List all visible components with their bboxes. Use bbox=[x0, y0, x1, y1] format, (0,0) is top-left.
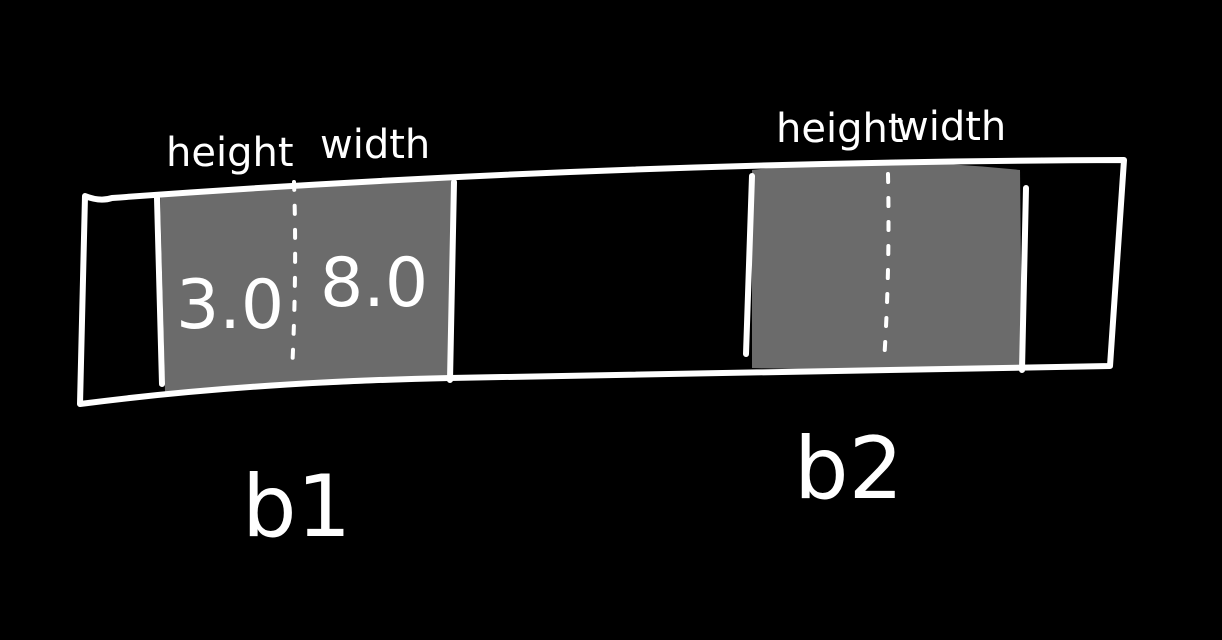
buffer-outline bbox=[77, 157, 1127, 407]
b1-width-label: width bbox=[320, 122, 430, 168]
b1-left-boundary bbox=[154, 195, 165, 387]
b1-block-name: b1 bbox=[242, 457, 351, 557]
b1-shaded-region bbox=[160, 178, 452, 392]
b2-left-boundary bbox=[743, 173, 755, 357]
b2-block-name: b2 bbox=[794, 419, 903, 519]
b2-shaded-region bbox=[752, 162, 1022, 370]
b1-height-label: height bbox=[166, 130, 294, 176]
b2-width-label: width bbox=[896, 104, 1006, 150]
b1-field-divider bbox=[290, 180, 298, 374]
b2-right-boundary bbox=[1019, 185, 1029, 373]
b1-width-value: 8.0 bbox=[320, 244, 428, 323]
b1-right-boundary bbox=[447, 179, 457, 383]
b2-height-label: height bbox=[776, 106, 904, 152]
b2-field-divider bbox=[882, 172, 891, 364]
b1-height-value: 3.0 bbox=[176, 266, 284, 345]
